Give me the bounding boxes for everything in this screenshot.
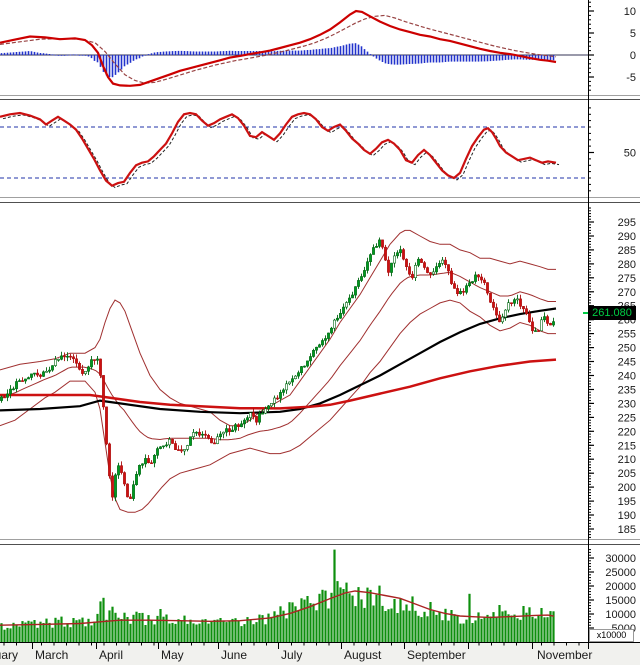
y-axis-label: 255 bbox=[618, 329, 636, 341]
macd-line bbox=[0, 9, 557, 87]
macd-signal-line bbox=[0, 14, 557, 84]
y-axis-label: 235 bbox=[618, 385, 636, 397]
panel-separators bbox=[0, 95, 640, 545]
x-axis-month-label: June bbox=[221, 648, 247, 662]
volume-multiplier-badge: x10000 bbox=[589, 629, 634, 642]
volume-moving-average bbox=[0, 590, 555, 626]
y-axis-label: 270 bbox=[618, 287, 636, 299]
x-axis-month-label: August bbox=[344, 648, 382, 662]
y-axis-label: 20000 bbox=[605, 581, 636, 593]
moving-average-black bbox=[0, 307, 557, 415]
x-axis-month-label: April bbox=[99, 648, 123, 662]
x-axis-month-label: February bbox=[0, 648, 18, 662]
volume-panel bbox=[0, 549, 555, 642]
y-axis-label: 200 bbox=[618, 482, 636, 494]
y-axis-label: 215 bbox=[618, 440, 636, 452]
volume-bars bbox=[0, 549, 555, 642]
y-axis-label: 290 bbox=[618, 231, 636, 243]
y-axis-label: 220 bbox=[618, 426, 636, 438]
y-axis-label: 10000 bbox=[605, 609, 636, 621]
x-axis-month-label: September bbox=[407, 648, 466, 662]
y-axis-label: 15000 bbox=[605, 595, 636, 607]
y-axis-label: 210 bbox=[618, 454, 636, 466]
price-panel-bollinger-candles bbox=[0, 229, 557, 513]
rsi-indicator-panel bbox=[0, 111, 588, 189]
bollinger-middle-band bbox=[0, 271, 556, 441]
y-axis-label: 30000 bbox=[605, 553, 636, 565]
y-axis-label: 10 bbox=[624, 6, 636, 18]
y-axis-label: 225 bbox=[618, 412, 636, 424]
y-axis-label: 295 bbox=[618, 217, 636, 229]
y-axis-label: 245 bbox=[618, 357, 636, 369]
candlestick-series bbox=[0, 237, 555, 502]
y-axis-label: 5 bbox=[630, 28, 636, 40]
y-axis-label: 240 bbox=[618, 371, 636, 383]
y-axis-label: 25000 bbox=[605, 567, 636, 579]
x-axis-month-label: March bbox=[35, 648, 68, 662]
rsi-line bbox=[0, 111, 557, 187]
moving-average-red bbox=[0, 358, 557, 410]
y-axis-label: 185 bbox=[618, 524, 636, 536]
y-axis-label: -5 bbox=[626, 72, 636, 84]
y-axis-label: 0 bbox=[630, 50, 636, 62]
bollinger-upper-band bbox=[0, 229, 556, 427]
rsi-signal-line bbox=[2, 114, 560, 189]
x-axis-month-label: July bbox=[281, 648, 302, 662]
y-axis-label: 280 bbox=[618, 259, 636, 271]
y-axis-label: 190 bbox=[618, 510, 636, 522]
y-axis-label: 50 bbox=[624, 148, 636, 160]
y-axis-label: 250 bbox=[618, 343, 636, 355]
last-price-badge: 261.080 bbox=[588, 306, 636, 320]
macd-indicator-panel bbox=[0, 9, 588, 87]
y-axis-label: 195 bbox=[618, 496, 636, 508]
x-axis-month-label: November bbox=[537, 648, 592, 662]
x-axis-month-label: May bbox=[161, 648, 184, 662]
y-axis-label: 230 bbox=[618, 398, 636, 410]
y-axis-label: 285 bbox=[618, 245, 636, 257]
x-axis: February March April May June July August Septe… bbox=[0, 642, 640, 665]
y-axis-label: 205 bbox=[618, 468, 636, 480]
y-axis-label: 275 bbox=[618, 273, 636, 285]
